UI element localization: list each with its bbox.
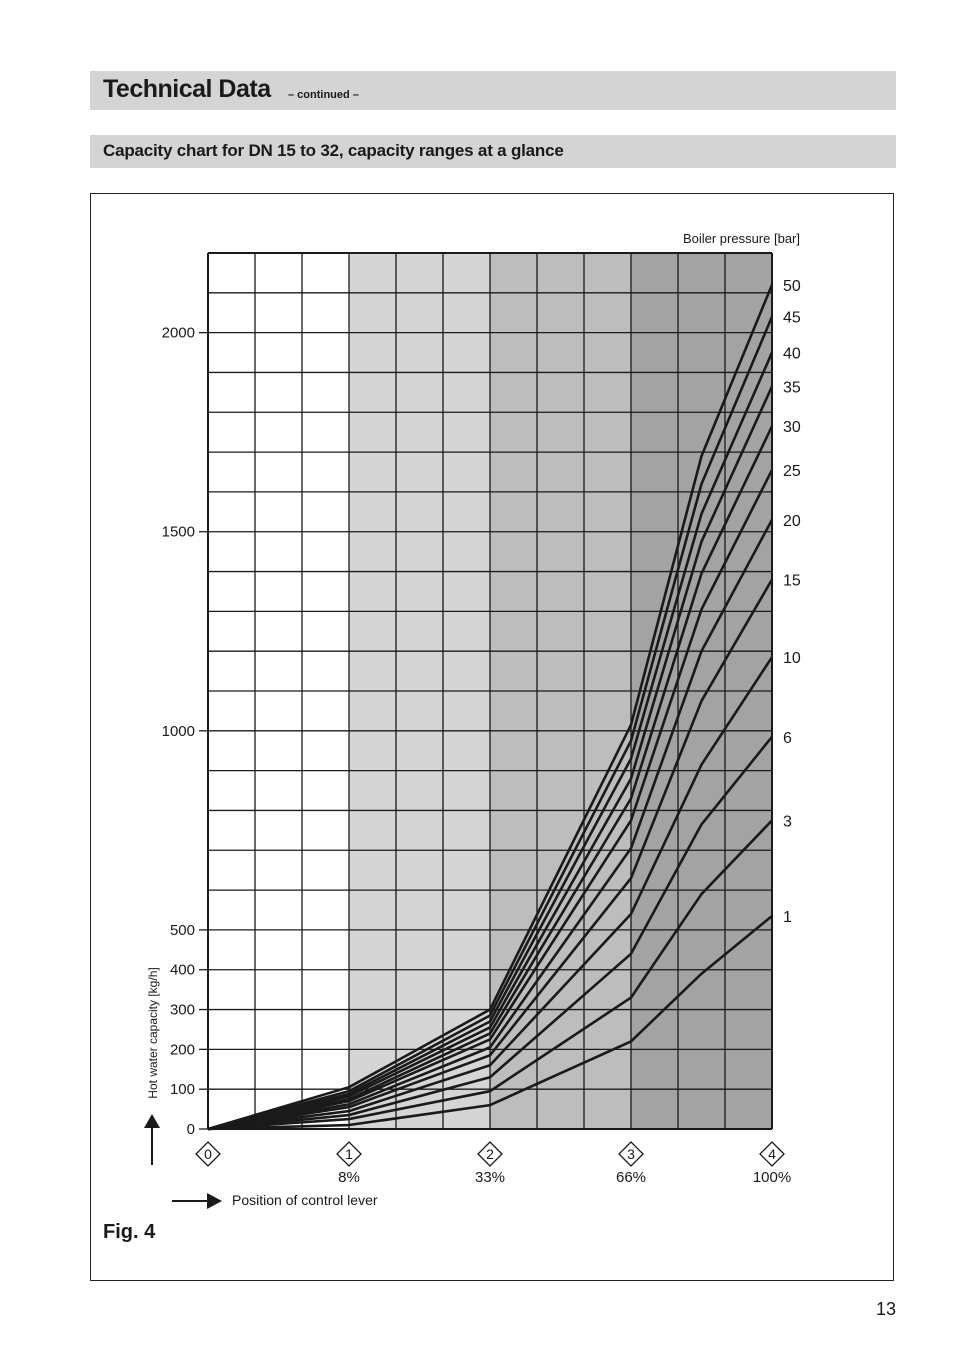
x-tick-diamond [759, 1141, 785, 1167]
y-tick-label: 400 [170, 962, 195, 979]
series-label-30: 30 [783, 419, 801, 436]
page-number: 13 [876, 1299, 897, 1319]
x-axis-label: Position of control lever [232, 1192, 378, 1208]
title-continued-note: – continued – [288, 89, 359, 101]
series-label-20: 20 [783, 513, 801, 530]
x-tick-percent-label: 33% [475, 1169, 505, 1186]
y-tick-label: 300 [170, 1002, 195, 1019]
series-line-45 [207, 316, 774, 1131]
series-line-25 [207, 469, 774, 1131]
subtitle-bar: Capacity chart for DN 15 to 32, capacity… [90, 135, 896, 168]
x-tick-label: 1 [345, 1146, 353, 1162]
y-tick-label: 1000 [162, 723, 195, 740]
y-axis-arrow-head [144, 1114, 160, 1128]
x-tick-diamond [618, 1141, 644, 1167]
title-bar: Technical Data – continued – [90, 71, 896, 110]
y-tick-label: 500 [170, 922, 195, 939]
x-axis-arrow-head [207, 1193, 222, 1209]
series-label-35: 35 [783, 379, 801, 396]
series-label-6: 6 [783, 730, 792, 747]
section-subtitle: Capacity chart for DN 15 to 32, capacity… [103, 141, 564, 160]
series-label-10: 10 [783, 650, 801, 667]
y-tick-label: 0 [187, 1121, 195, 1138]
y-tick-label: 100 [170, 1081, 195, 1098]
x-tick-label: 0 [204, 1146, 212, 1162]
x-tick-percent-label: 8% [338, 1169, 360, 1186]
chart-grid [207, 252, 773, 1130]
figure-label: Fig. 4 [103, 1221, 156, 1243]
x-tick-label: 4 [768, 1146, 776, 1162]
chart-axes: 0 100 200 300 400 500 1000 1500 2000 0 1 8% 2 33% 3 66%… [144, 325, 791, 1209]
series-line-15 [207, 578, 774, 1131]
series-line-1 [207, 914, 773, 1131]
chart-series-lines: 1 3 6 10 15 20 25 30 35 40 45 50 [207, 278, 801, 1131]
series-line-40 [207, 352, 774, 1131]
series-label-3: 3 [783, 813, 792, 830]
series-label-50: 50 [783, 278, 801, 295]
legend-title: Boiler pressure [bar] [683, 231, 800, 246]
series-line-3 [207, 819, 773, 1131]
series-line-6 [207, 735, 774, 1131]
x-tick-diamond [477, 1141, 503, 1167]
x-tick-diamond [195, 1141, 221, 1167]
series-label-15: 15 [783, 573, 801, 590]
series-label-1: 1 [783, 909, 792, 926]
x-tick-percent-label: 66% [616, 1169, 646, 1186]
page-title: Technical Data [103, 75, 271, 103]
x-tick-diamond [336, 1141, 362, 1167]
y-tick-label: 200 [170, 1041, 195, 1058]
x-tick-percent-label: 100% [753, 1169, 791, 1186]
series-line-20 [207, 519, 774, 1131]
series-label-40: 40 [783, 346, 801, 363]
x-tick-label: 3 [627, 1146, 635, 1162]
series-line-30 [207, 425, 774, 1131]
series-line-10 [207, 656, 774, 1131]
series-line-50 [207, 284, 774, 1131]
y-tick-label: 1500 [162, 524, 195, 541]
x-tick-label: 2 [486, 1146, 494, 1162]
series-line-35 [207, 385, 774, 1131]
figure-frame [90, 193, 894, 1281]
series-label-25: 25 [783, 463, 801, 480]
y-tick-label: 2000 [162, 325, 195, 342]
y-axis-label: Hot water capacity [kg/h] [146, 967, 160, 1098]
series-label-45: 45 [783, 310, 801, 327]
